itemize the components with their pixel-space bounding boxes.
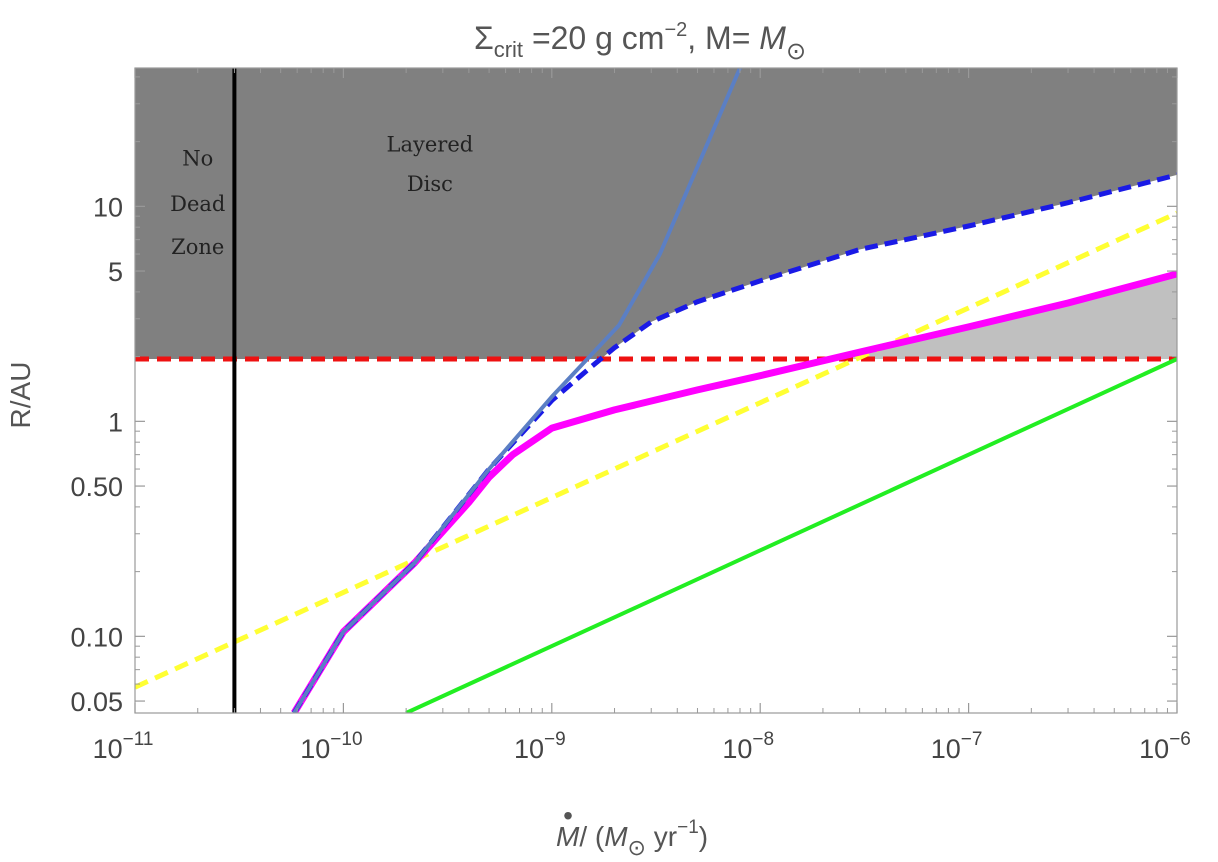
plot-area: No Dead Zone Layered Disc 10−11 10−10 10−9 10−8… xyxy=(70,67,1191,764)
title-sigma-sub: crit xyxy=(494,37,523,62)
title-mass-symbol: M xyxy=(759,20,786,56)
title-sigma: Σ xyxy=(474,20,494,56)
y-tick-label: 10 xyxy=(93,192,123,222)
x-label-slash: / ( xyxy=(579,821,605,852)
y-tick-label: 0.50 xyxy=(70,472,123,502)
series-line-green-solid xyxy=(405,357,1177,713)
y-tick-label: 1 xyxy=(108,407,123,437)
x-axis-dot: • xyxy=(563,800,573,831)
annotation-0-line-1: Dead xyxy=(170,192,225,216)
series-line-blue-solid xyxy=(292,68,742,713)
dark-grey-region xyxy=(135,68,1177,359)
title-value: =20 g cm xyxy=(523,20,664,56)
x-label-unit: yr xyxy=(646,821,677,852)
chart-title: Σcrit =20 g cm−2, M= M⊙ xyxy=(474,19,806,65)
y-tick-label: 5 xyxy=(108,257,123,287)
series-line-blue-dashed xyxy=(291,172,1177,713)
annotation-0-line-0: No xyxy=(182,146,213,170)
y-tick-label: 0.10 xyxy=(70,622,123,652)
x-tick-label: 10−6 xyxy=(1139,729,1191,764)
plot-frame xyxy=(134,67,1178,714)
title-mass-sub: ⊙ xyxy=(786,38,806,65)
series-line-yellow-dashed xyxy=(135,210,1177,690)
x-label-msun: M xyxy=(604,821,628,852)
x-label-close: ) xyxy=(699,821,708,852)
annotation-1-line-1: Disc xyxy=(407,172,453,196)
annotation-1-line-0: Layered xyxy=(387,132,474,156)
x-label-main: M xyxy=(556,821,580,852)
y-axis-label: R/AU xyxy=(5,362,36,429)
x-axis-label: M/ (M⊙ yr−1) xyxy=(556,817,708,860)
title-unit-exp: −2 xyxy=(664,19,687,41)
title-mass-text: , M= xyxy=(687,20,759,56)
light-grey-region xyxy=(830,273,1177,359)
annotation-0-line-2: Zone xyxy=(171,235,224,259)
x-tick-label: 10−9 xyxy=(514,729,566,764)
x-tick-label: 10−11 xyxy=(93,729,154,764)
x-tick-label: 10−10 xyxy=(300,729,362,764)
x-tick-label: 10−8 xyxy=(722,729,774,764)
x-label-unit-exp: −1 xyxy=(677,817,699,838)
x-tick-label: 10−7 xyxy=(931,729,983,764)
y-tick-label: 0.05 xyxy=(70,687,123,717)
x-label-msun-sub: ⊙ xyxy=(628,835,646,860)
